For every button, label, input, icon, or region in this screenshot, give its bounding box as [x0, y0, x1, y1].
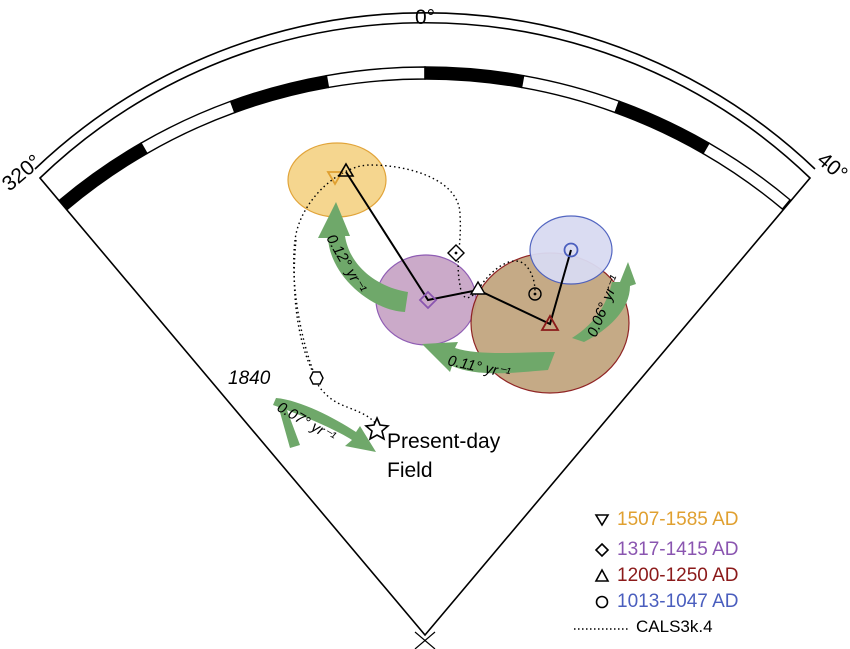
marker-1317-1415-diamond [418, 290, 438, 310]
scale-segment [424, 66, 525, 89]
scale-bar [58, 66, 792, 211]
scale-segment [702, 142, 792, 211]
compass-label-40: 40° [813, 148, 850, 186]
scale-segment [140, 100, 236, 155]
year-label-1840: 1840 [228, 368, 271, 389]
rate-arrow-0-06 [572, 262, 636, 342]
scale-segment [520, 74, 621, 114]
present-day-label-line1: Present-day [387, 430, 501, 453]
marker-1013-1047-circle [563, 242, 579, 258]
model-marker-diamond-dot [454, 251, 458, 255]
cals3k-path-2 [293, 239, 317, 379]
marker-1507-1585-triangle-down [326, 171, 344, 186]
rate-arrow-0-07 [273, 398, 376, 452]
marker-1200-1250-triangle [540, 314, 560, 331]
present-day-star [364, 415, 390, 441]
scale-segment [58, 142, 148, 211]
rate-label-0-12: 0.12° yr⁻¹ [323, 232, 370, 297]
marker-1507-1585-triangle-up-black [337, 162, 355, 177]
model-marker-hexagon [309, 371, 324, 385]
compass-label-320: 320° [0, 150, 46, 196]
model-marker-circle-dot [533, 292, 537, 296]
wedge-outline-outer [34, 12, 816, 170]
scale-segment [229, 74, 330, 114]
scale-segment [614, 100, 710, 155]
compass-label-0: 0° [415, 6, 435, 29]
apex-mark-2 [414, 631, 436, 649]
model-marker-triangle [469, 280, 487, 295]
rate-arrow-0-11 [422, 342, 555, 374]
model-marker-circle [528, 287, 542, 301]
scale-segment [325, 66, 426, 89]
rate-arrow-0-12 [318, 202, 408, 312]
wedge-outline [38, 21, 812, 637]
present-day-label-line2: Field [387, 459, 433, 482]
